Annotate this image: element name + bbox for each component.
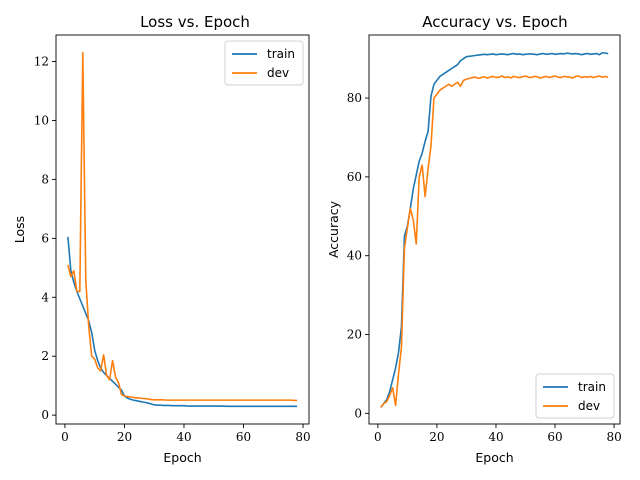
loss-y-tick-label: 8 (41, 172, 49, 186)
loss-legend-train-label: train (267, 47, 295, 61)
accuracy-y-tick-label: 60 (347, 170, 362, 184)
loss-y-tick-label: 10 (34, 113, 49, 127)
loss-y-tick-label: 0 (41, 408, 49, 422)
accuracy-x-tick-label: 60 (547, 430, 562, 444)
loss-legend (224, 40, 304, 86)
loss-x-tick-label: 80 (295, 430, 310, 444)
loss-x-tick-label: 0 (61, 430, 69, 444)
loss-legend-dev-label: dev (267, 66, 289, 80)
loss-x-tick-label: 20 (117, 430, 132, 444)
accuracy-y-tick-label: 80 (347, 91, 362, 105)
loss-y-tick-label: 2 (41, 349, 49, 363)
accuracy-chart-title: Accuracy vs. Epoch (422, 13, 567, 31)
loss-x-tick-label: 60 (236, 430, 251, 444)
loss-x-tick-label: 40 (176, 430, 191, 444)
accuracy-legend-train-label: train (578, 380, 606, 394)
loss-series-dev-line (67, 51, 298, 402)
accuracy-y-axis-label: Accuracy (326, 200, 341, 258)
accuracy-legend (535, 373, 615, 419)
loss-y-tick-label: 4 (41, 290, 49, 304)
loss-y-tick-label: 12 (34, 55, 49, 69)
loss-chart-title: Loss vs. Epoch (140, 13, 250, 31)
accuracy-x-tick-label: 0 (374, 430, 382, 444)
loss-series-train-line (67, 236, 298, 408)
accuracy-y-tick-label: 40 (347, 249, 362, 263)
accuracy-legend-dev-label: dev (578, 399, 600, 413)
accuracy-x-axis-label: Epoch (475, 450, 513, 465)
loss-chart-panel: Loss vs. Epoch Epoch Loss 0 20 40 60 80 0 2 4 6 8… (12, 13, 311, 465)
loss-axes-frame (55, 34, 310, 425)
accuracy-axes-frame (368, 34, 621, 425)
loss-y-tick-label: 6 (41, 231, 49, 245)
accuracy-x-tick-label: 20 (429, 430, 444, 444)
loss-x-axis-label: Epoch (163, 450, 201, 465)
accuracy-chart-panel: Accuracy vs. Epoch Epoch Accuracy 0 20 40 6… (326, 13, 622, 465)
accuracy-x-tick-label: 40 (488, 430, 503, 444)
accuracy-series-dev-line (380, 75, 609, 408)
accuracy-series-train-line (380, 51, 609, 408)
loss-y-axis-label: Loss (12, 216, 27, 243)
accuracy-y-tick-label: 20 (347, 328, 362, 342)
accuracy-x-tick-label: 80 (606, 430, 621, 444)
accuracy-y-tick-label: 0 (354, 406, 362, 420)
